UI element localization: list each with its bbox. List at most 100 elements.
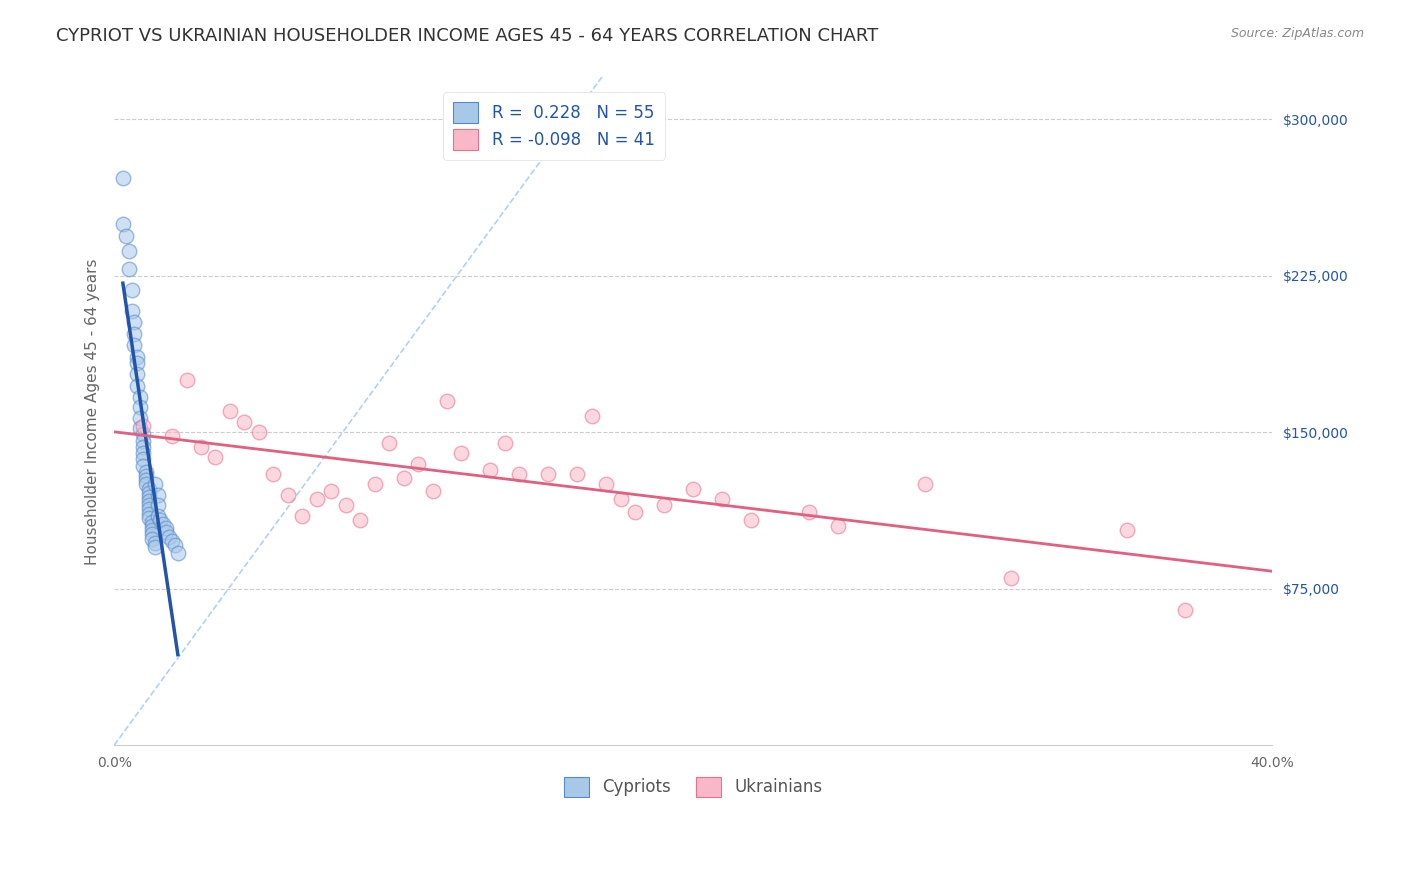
Point (121, 283, 143, 297)
Point (450, 446, 472, 460)
Point (118, 262, 141, 277)
Point (129, 410, 152, 425)
Point (129, 421, 152, 435)
Point (132, 419, 155, 434)
Point (138, 482, 160, 496)
Point (595, 477, 617, 491)
Point (167, 546, 190, 560)
Point (155, 521, 177, 535)
Point (567, 467, 589, 481)
Point (624, 504, 647, 518)
Point (127, 379, 149, 393)
Point (138, 507, 160, 521)
Point (157, 530, 180, 544)
Point (141, 519, 163, 533)
Point (124, 337, 146, 351)
Point (152, 517, 174, 532)
Point (143, 477, 166, 491)
Point (609, 491, 631, 506)
Point (127, 356, 149, 370)
Text: Source: ZipAtlas.com: Source: ZipAtlas.com (1230, 27, 1364, 40)
Point (914, 477, 936, 491)
Point (121, 304, 143, 318)
Point (132, 446, 155, 460)
Point (146, 488, 169, 502)
Point (111, 217, 134, 231)
Point (291, 508, 314, 523)
Point (132, 434, 155, 448)
Point (581, 409, 603, 423)
Point (160, 533, 183, 548)
Point (138, 494, 160, 508)
Legend: Cypriots, Ukrainians: Cypriots, Ukrainians (557, 770, 830, 804)
Point (143, 536, 166, 550)
Point (392, 471, 415, 485)
Point (138, 485, 160, 500)
Point (436, 393, 458, 408)
Point (176, 373, 198, 387)
Point (118, 244, 141, 258)
Point (406, 457, 429, 471)
Point (508, 467, 530, 481)
Point (127, 350, 149, 364)
Point (277, 488, 299, 502)
Point (190, 440, 212, 454)
Point (132, 440, 155, 454)
Point (138, 502, 160, 516)
Point (204, 450, 226, 465)
Point (138, 510, 160, 524)
Point (129, 400, 152, 414)
Point (141, 527, 163, 541)
Point (132, 452, 155, 467)
Point (111, 170, 134, 185)
Point (219, 404, 242, 418)
Point (422, 483, 444, 498)
Point (155, 525, 177, 540)
Point (146, 508, 169, 523)
Point (321, 483, 343, 498)
Point (494, 435, 516, 450)
Point (682, 482, 704, 496)
Point (1174, 602, 1197, 616)
Point (135, 477, 157, 491)
Point (132, 427, 155, 442)
Point (124, 327, 146, 342)
Point (349, 513, 371, 527)
Point (1116, 524, 1139, 538)
Point (114, 229, 136, 244)
Point (141, 524, 163, 538)
Point (141, 532, 163, 546)
Point (124, 315, 146, 329)
Point (233, 415, 256, 429)
Point (160, 429, 183, 443)
Point (138, 498, 160, 512)
Point (135, 473, 157, 487)
Point (797, 504, 820, 518)
Point (143, 540, 166, 554)
Point (652, 498, 675, 512)
Point (127, 367, 149, 381)
Point (138, 490, 160, 504)
Point (141, 515, 163, 529)
Point (378, 435, 401, 450)
Point (827, 519, 849, 533)
Point (1000, 571, 1022, 585)
Point (740, 513, 762, 527)
Point (135, 469, 157, 483)
Point (710, 491, 733, 506)
Point (132, 458, 155, 473)
Point (537, 467, 560, 481)
Point (479, 463, 502, 477)
Point (146, 498, 169, 512)
Point (135, 465, 157, 479)
Point (247, 425, 270, 440)
Point (335, 498, 357, 512)
Point (163, 538, 186, 552)
Point (262, 467, 284, 481)
Point (129, 390, 152, 404)
Y-axis label: Householder Income Ages 45 - 64 years: Householder Income Ages 45 - 64 years (86, 258, 100, 565)
Point (363, 477, 385, 491)
Point (305, 491, 328, 506)
Point (149, 513, 172, 527)
Text: CYPRIOT VS UKRAINIAN HOUSEHOLDER INCOME AGES 45 - 64 YEARS CORRELATION CHART: CYPRIOT VS UKRAINIAN HOUSEHOLDER INCOME … (56, 27, 879, 45)
